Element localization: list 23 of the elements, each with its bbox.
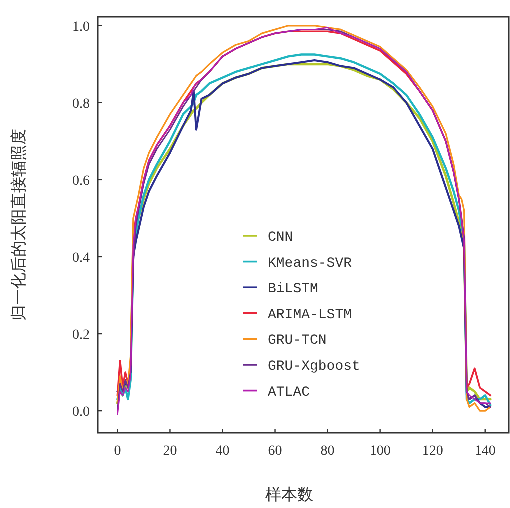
- x-axis-title: 样本数: [266, 486, 314, 504]
- y-tick-label: 0.8: [72, 96, 90, 112]
- x-tick-label: 0: [114, 444, 122, 459]
- x-tick-label: 140: [474, 444, 496, 459]
- legend-label: KMeans-SVR: [268, 256, 353, 272]
- y-tick-label: 0.2: [72, 328, 90, 344]
- x-tick-label: 100: [370, 444, 391, 459]
- legend-label: GRU-Xgboost: [268, 359, 360, 375]
- legend-label: ATLAC: [268, 384, 310, 401]
- legend-label: BiLSTM: [268, 282, 318, 298]
- legend-label: GRU-TCN: [268, 333, 327, 350]
- x-tick-label: 120: [422, 444, 444, 459]
- y-tick-label: 0.6: [72, 174, 90, 189]
- x-tick-label: 20: [163, 444, 178, 459]
- y-axis-title: 归一化后的太阳直接辐照度: [10, 129, 28, 321]
- y-tick-label: 0.0: [72, 405, 90, 420]
- y-tick-label: 0.4: [72, 250, 90, 266]
- x-tick-label: 80: [320, 444, 335, 459]
- x-tick-label: 40: [216, 444, 230, 459]
- x-tick-label: 60: [268, 444, 282, 459]
- y-tick-label: 1.0: [72, 20, 90, 35]
- legend-label: ARIMA-LSTM: [268, 307, 352, 324]
- legend-label: CNN: [268, 230, 294, 246]
